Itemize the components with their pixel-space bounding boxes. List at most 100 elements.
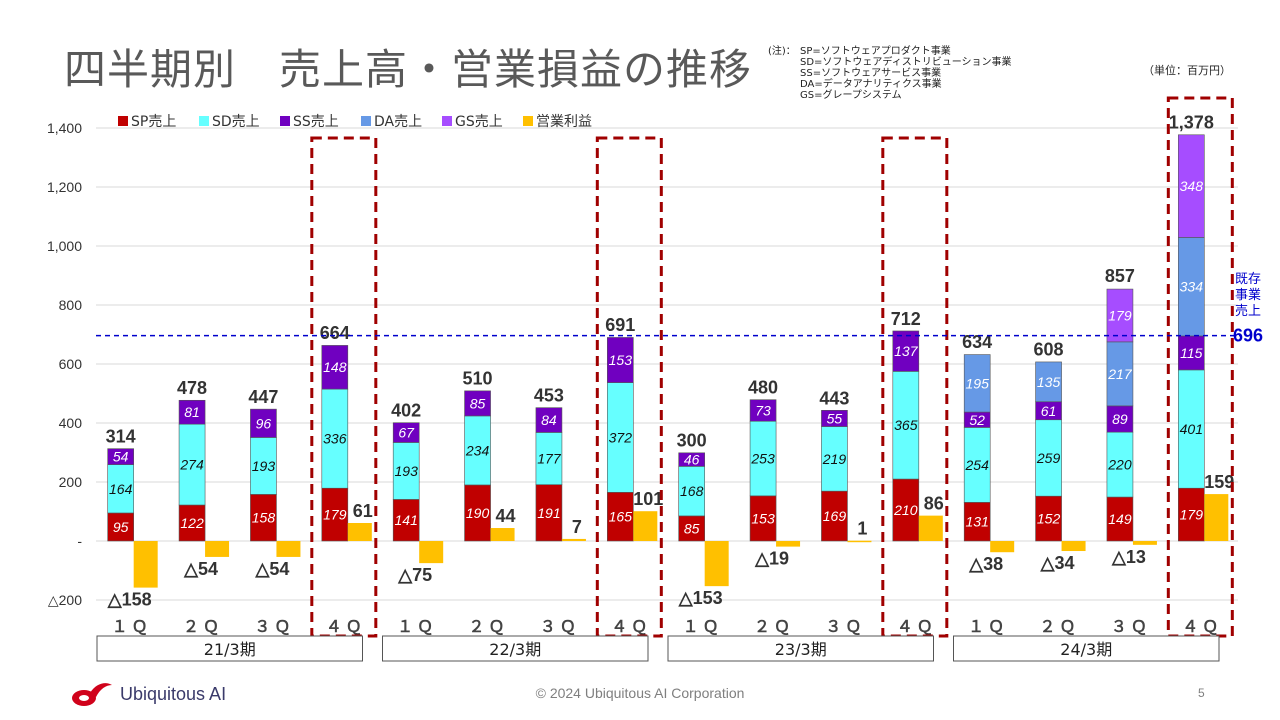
segment-label: 336: [323, 431, 347, 447]
segment-label: 210: [893, 502, 918, 518]
bar-op: [561, 538, 586, 541]
bar-sp: [892, 478, 920, 542]
segment-label: 95: [113, 519, 129, 535]
segment-label: 169: [823, 508, 847, 524]
bar-ss: [250, 408, 277, 438]
reference-line-value: 696: [1233, 326, 1263, 346]
legend-label: GS売上: [455, 114, 503, 130]
bar-sd: [892, 371, 920, 480]
total-label: 857: [1105, 266, 1135, 286]
quarter-label: ４Ｑ: [1182, 617, 1222, 636]
bar-ss: [535, 407, 563, 433]
quarter-label: ４Ｑ: [897, 617, 937, 636]
bar-ss: [107, 448, 134, 465]
op-label: △158: [107, 590, 152, 610]
op-label: △153: [678, 588, 723, 608]
segment-label: 401: [1180, 421, 1203, 437]
quarter-label: ２Ｑ: [754, 617, 794, 636]
y-tick-label: 400: [59, 415, 83, 431]
legend-swatch: [199, 116, 209, 126]
note-ss: SS=ソフトウェアサービス事業: [800, 68, 942, 79]
bar-sd: [464, 415, 491, 486]
y-tick-label: -: [77, 533, 82, 549]
y-tick-label: 1,200: [47, 179, 82, 195]
quarter-label: ３Ｑ: [254, 617, 294, 636]
quarter-label: ２Ｑ: [1040, 617, 1080, 636]
segment-label: 193: [395, 463, 419, 479]
fiscal-year-label: 21/3期: [204, 640, 256, 659]
page-number: 5: [1198, 686, 1205, 700]
legend-label: 営業利益: [536, 114, 592, 130]
bar-ss: [678, 452, 705, 467]
segment-label: 137: [894, 343, 919, 359]
bar-op: [347, 523, 372, 541]
segment-label: 348: [1180, 178, 1204, 194]
bar-op: [205, 541, 230, 557]
bar-sd: [107, 464, 134, 514]
op-label: △54: [183, 559, 218, 579]
y-tick-label: 1,400: [47, 120, 82, 136]
total-label: 480: [748, 377, 778, 397]
notes-head: (注)：: [768, 46, 796, 57]
segment-label: 168: [680, 483, 704, 499]
segment-label: 195: [966, 375, 990, 391]
quarter-label: ３Ｑ: [825, 617, 865, 636]
bar-op: [704, 541, 729, 587]
bar-ss: [464, 390, 491, 417]
note-sp: SP=ソフトウェアプロダクト事業: [800, 46, 951, 57]
bar-op: [918, 515, 943, 541]
segment-label: 141: [395, 512, 418, 528]
quarter-label: ２Ｑ: [469, 617, 509, 636]
fiscal-year-label: 24/3期: [1060, 640, 1112, 659]
op-label: 1: [857, 519, 867, 539]
bar-sp: [392, 499, 420, 542]
total-label: 712: [891, 309, 921, 329]
op-label: 101: [633, 489, 663, 509]
bar-op: [1132, 541, 1157, 545]
bar-op: [776, 541, 801, 547]
legend-label: SD売上: [212, 114, 260, 130]
segment-label: 153: [609, 352, 633, 368]
quarter-label: ４Ｑ: [326, 617, 366, 636]
total-label: 608: [1034, 340, 1064, 360]
bar-ss: [178, 399, 206, 425]
op-label: 61: [353, 501, 373, 521]
segment-label: 179: [1180, 507, 1204, 523]
bar-op: [419, 541, 444, 564]
bar-sp: [963, 502, 991, 542]
quarter-label: ３Ｑ: [1111, 617, 1151, 636]
fiscal-year-label: 23/3期: [775, 640, 827, 659]
segment-label: 274: [179, 457, 204, 473]
segment-label: 254: [965, 457, 990, 473]
note-gs: GS=グレープシステム: [800, 90, 902, 101]
segment-label: 54: [113, 449, 129, 465]
bar-gs: [1106, 288, 1134, 343]
bar-sd: [321, 388, 349, 489]
y-tick-label: 200: [59, 474, 83, 490]
fiscal-year-box: [953, 635, 1220, 662]
bar-sd: [607, 382, 634, 493]
reference-line-label: 既存: [1235, 272, 1261, 287]
unit-label: （単位：百万円）: [1143, 64, 1231, 77]
bar-sp: [178, 504, 206, 542]
segment-label: 122: [180, 515, 204, 531]
bar-sp: [1106, 496, 1134, 542]
op-label: 159: [1204, 472, 1234, 492]
total-label: 691: [605, 315, 635, 335]
bar-op: [133, 541, 158, 588]
y-tick-label: △200: [48, 592, 82, 608]
bar-sd: [821, 426, 848, 492]
bar-sd: [178, 423, 206, 506]
op-label: △38: [968, 554, 1003, 574]
segment-label: 61: [1041, 403, 1057, 419]
legend-swatch: [442, 116, 452, 126]
segment-label: 152: [1037, 511, 1061, 527]
total-label: 510: [463, 369, 493, 389]
op-label: △19: [754, 549, 789, 569]
total-label: 447: [248, 387, 278, 407]
segment-label: 67: [398, 425, 415, 441]
bar-ss: [749, 399, 777, 422]
bar-sd: [1106, 431, 1134, 498]
total-label: 634: [962, 332, 992, 352]
